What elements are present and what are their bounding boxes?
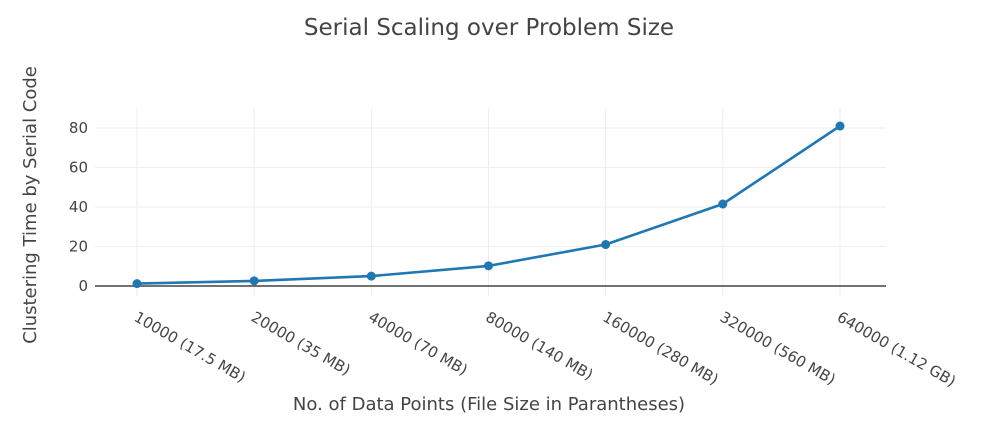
y-tick-label: 0 bbox=[78, 277, 88, 295]
y-tick-label: 80 bbox=[69, 119, 88, 137]
x-tick-label: 10000 (17.5 MB) bbox=[131, 308, 249, 386]
data-point[interactable] bbox=[601, 240, 611, 250]
x-tick-label: 20000 (35 MB) bbox=[248, 308, 353, 379]
data-point[interactable] bbox=[835, 121, 845, 131]
data-point[interactable] bbox=[718, 199, 728, 209]
data-point[interactable] bbox=[366, 271, 376, 281]
x-tick-label: 80000 (140 MB) bbox=[483, 308, 597, 384]
data-point[interactable] bbox=[132, 279, 142, 289]
x-tick-label: 40000 (70 MB) bbox=[365, 308, 470, 379]
y-tick-label: 40 bbox=[69, 198, 88, 216]
data-point[interactable] bbox=[249, 276, 259, 286]
chart-title: Serial Scaling over Problem Size bbox=[304, 15, 674, 41]
x-axis-title: No. of Data Points (File Size in Paranth… bbox=[293, 394, 685, 415]
y-tick-label: 60 bbox=[69, 159, 88, 177]
data-point[interactable] bbox=[484, 261, 493, 271]
gridlines bbox=[95, 108, 886, 296]
y-axis-title: Clustering Time by Serial Code bbox=[20, 66, 41, 344]
x-tick-label: 640000 (1.12 GB) bbox=[834, 308, 959, 391]
y-tick-labels: 0 20 40 60 80 bbox=[69, 119, 88, 295]
x-tick-label: 160000 (280 MB) bbox=[600, 308, 722, 389]
series-line bbox=[132, 121, 845, 289]
y-tick-label: 20 bbox=[69, 238, 88, 256]
x-tick-label: 320000 (560 MB) bbox=[717, 308, 839, 389]
x-tick-labels: 10000 (17.5 MB) 20000 (35 MB) 40000 (70 MB… bbox=[131, 308, 959, 391]
